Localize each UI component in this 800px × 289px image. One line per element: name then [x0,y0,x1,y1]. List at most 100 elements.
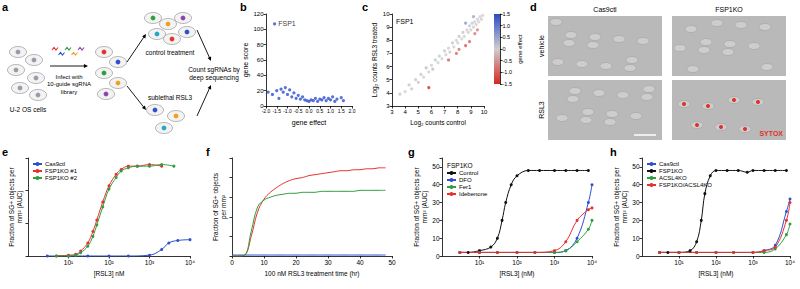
svg-text:-1.0: -1.0 [283,108,292,114]
svg-text:FSP1KO #2: FSP1KO #2 [45,175,78,181]
svg-text:30: 30 [632,199,640,206]
svg-text:40: 40 [632,181,640,188]
svg-text:ACSL4KO: ACSL4KO [659,175,687,181]
svg-text:10: 10 [383,11,390,17]
svg-text:RSL3: RSL3 [538,101,545,119]
svg-text:20: 20 [257,88,264,94]
svg-text:40: 40 [432,181,440,188]
svg-text:d: d [530,1,537,13]
svg-text:[RSL3] (nM): [RSL3] (nM) [499,270,534,278]
svg-text:c: c [362,1,368,13]
svg-text:10-guide sgRNA: 10-guide sgRNA [47,81,91,87]
svg-text:10⁴: 10⁴ [785,259,795,266]
svg-text:-0.5: -0.5 [503,58,512,64]
svg-text:0: 0 [436,253,440,260]
svg-text:e: e [2,146,8,158]
svg-text:Log₂ counts control: Log₂ counts control [410,119,466,127]
svg-text:FSP1: FSP1 [396,18,414,25]
svg-text:10²: 10² [711,259,721,266]
svg-text:FSP1KO/ACSL4KO: FSP1KO/ACSL4KO [659,182,712,188]
svg-text:100 nM RSL3 treatment time (hr: 100 nM RSL3 treatment time (hr) [264,270,359,278]
svg-text:vehicle: vehicle [538,35,545,57]
svg-text:Fer1: Fer1 [459,184,472,190]
svg-text:[RSL3] nM: [RSL3] nM [94,270,125,278]
svg-text:10: 10 [632,235,640,242]
svg-text:8: 8 [386,37,390,43]
svg-text:7: 7 [386,50,390,56]
svg-text:80: 80 [257,42,264,48]
svg-text:4: 4 [386,90,390,96]
svg-text:2.0: 2.0 [349,108,356,114]
svg-text:gene score: gene score [242,43,250,78]
svg-text:FSP1KO #1: FSP1KO #1 [45,168,78,174]
svg-text:Cas9ctl: Cas9ctl [659,161,679,167]
svg-text:100: 100 [253,26,264,32]
svg-text:FSP1KO: FSP1KO [659,168,683,174]
svg-text:10²: 10² [104,259,114,266]
svg-text:Count sgRNAs by: Count sgRNAs by [188,66,240,74]
svg-text:50: 50 [632,163,640,170]
svg-text:Fraction of SG+ objects per: Fraction of SG+ objects per [8,167,16,247]
svg-text:gene effect: gene effect [292,119,327,127]
svg-text:10: 10 [481,109,488,115]
svg-text:Cas9ctl: Cas9ctl [593,6,617,13]
svg-text:30: 30 [324,259,332,266]
svg-text:10¹: 10¹ [475,259,485,266]
svg-text:mm² (AUC): mm² (AUC) [421,191,429,224]
svg-text:60: 60 [257,57,264,63]
svg-text:10¹: 10¹ [674,259,684,266]
svg-text:10²: 10² [512,259,522,266]
svg-text:Log₂ counts RSL3 treated: Log₂ counts RSL3 treated [371,22,379,97]
svg-text:50: 50 [388,259,396,266]
svg-text:10¹: 10¹ [64,259,74,266]
svg-text:0.0: 0.0 [306,108,313,114]
svg-text:a: a [2,1,9,13]
svg-text:0: 0 [503,46,506,52]
svg-text:FSP1: FSP1 [278,20,296,27]
svg-text:mm² (AUC): mm² (AUC) [621,191,629,224]
svg-text:20: 20 [432,217,440,224]
svg-text:10: 10 [432,235,440,242]
svg-text:40: 40 [356,259,364,266]
svg-text:0.5: 0.5 [503,34,511,40]
svg-text:Infect with: Infect with [55,74,82,80]
svg-text:5: 5 [417,109,421,115]
svg-text:7: 7 [443,109,447,115]
svg-text:50: 50 [432,163,440,170]
svg-text:3: 3 [390,109,394,115]
svg-text:library: library [61,89,77,95]
svg-text:0: 0 [636,253,640,260]
svg-text:mm² (AUC): mm² (AUC) [16,191,24,224]
svg-text:9: 9 [386,24,390,30]
svg-text:per mm²: per mm² [220,194,228,219]
svg-text:1.0: 1.0 [327,108,334,114]
svg-text:FSP1KO: FSP1KO [715,6,743,13]
svg-text:9: 9 [469,109,473,115]
svg-text:Control: Control [459,170,478,176]
svg-text:0: 0 [230,259,234,266]
svg-text:6: 6 [386,64,390,70]
svg-text:5: 5 [386,77,390,83]
svg-text:Idebenone: Idebenone [459,191,488,197]
svg-text:1.5: 1.5 [338,108,345,114]
svg-text:10³: 10³ [550,259,560,266]
svg-text:Fraction of SG+ objects per: Fraction of SG+ objects per [613,167,621,247]
svg-text:-1.0: -1.0 [503,69,512,75]
svg-text:0.5: 0.5 [316,108,323,114]
svg-text:1.5: 1.5 [503,11,511,17]
svg-text:control treatment: control treatment [146,49,195,56]
svg-text:30: 30 [432,199,440,206]
svg-text:U-2 OS cells: U-2 OS cells [10,106,47,113]
svg-text:Cas9ctl: Cas9ctl [45,161,65,167]
svg-text:120: 120 [253,11,264,17]
svg-text:10: 10 [260,259,268,266]
svg-text:SYTOX: SYTOX [759,130,783,137]
svg-text:40: 40 [257,72,264,78]
svg-text:20: 20 [292,259,300,266]
svg-text:sublethal RSL3: sublethal RSL3 [148,94,192,101]
svg-text:b: b [240,1,247,13]
svg-text:FSP1KO: FSP1KO [447,162,473,169]
svg-text:10⁴: 10⁴ [587,259,597,266]
svg-text:10⁴: 10⁴ [185,259,195,266]
svg-text:deep sequencing: deep sequencing [189,74,239,82]
